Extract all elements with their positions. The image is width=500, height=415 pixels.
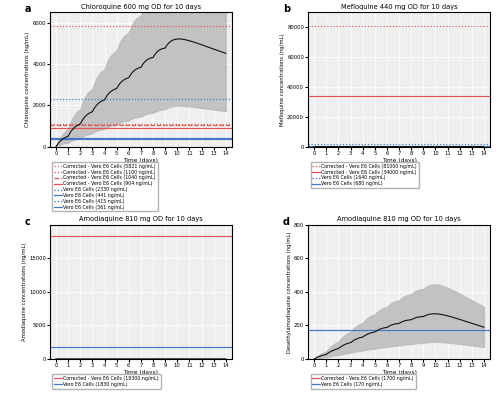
Text: d: d <box>282 217 290 227</box>
X-axis label: Time (days): Time (days) <box>382 370 416 375</box>
Legend: Corrected - Vero E6 Cells (5821 ng/mL), Corrected - Vero E6 Cells (1100 ng/mL), : Corrected - Vero E6 Cells (5821 ng/mL), … <box>52 162 158 211</box>
Legend: Corrected - Vero E6 Cells (18300 ng/mL), Vero E6 Cells (1830 ng/mL): Corrected - Vero E6 Cells (18300 ng/mL),… <box>52 374 160 388</box>
Title: Amodiaquine 810 mg OD for 10 days: Amodiaquine 810 mg OD for 10 days <box>337 216 461 222</box>
Text: a: a <box>24 5 31 15</box>
Y-axis label: Chloroquine concentrations (ng/mL): Chloroquine concentrations (ng/mL) <box>25 32 30 127</box>
Title: Chloroquine 600 mg OD for 10 days: Chloroquine 600 mg OD for 10 days <box>81 4 201 10</box>
Y-axis label: Mefloquine concentrations (ng/mL): Mefloquine concentrations (ng/mL) <box>280 33 285 126</box>
Text: b: b <box>282 5 290 15</box>
X-axis label: Time (days): Time (days) <box>124 158 158 163</box>
Legend: Corrected - Vero E6 Cells (81000 ng/mL), Corrected - Vero E6 Cells (34000 ng/mL): Corrected - Vero E6 Cells (81000 ng/mL),… <box>310 162 418 188</box>
Title: Mefloquine 440 mg OD for 10 days: Mefloquine 440 mg OD for 10 days <box>341 4 458 10</box>
Legend: Corrected - Vero E6 Cells (1700 ng/mL), Vero E6 Cells (170 ng/mL): Corrected - Vero E6 Cells (1700 ng/mL), … <box>310 374 416 388</box>
Title: Amodiaquine 810 mg OD for 10 days: Amodiaquine 810 mg OD for 10 days <box>79 216 203 222</box>
X-axis label: Time (days): Time (days) <box>382 158 416 163</box>
Y-axis label: Amodiaquine concentrations (ng/mL): Amodiaquine concentrations (ng/mL) <box>22 243 27 341</box>
X-axis label: Time (days): Time (days) <box>124 370 158 375</box>
Y-axis label: Desethylamodiaquine concentrations (ng/mL): Desethylamodiaquine concentrations (ng/m… <box>287 231 292 353</box>
Text: c: c <box>24 217 30 227</box>
